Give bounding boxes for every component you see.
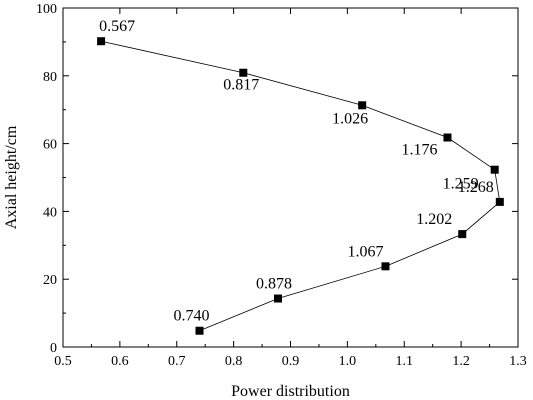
data-point	[458, 230, 467, 239]
data-point	[97, 37, 106, 46]
ticks: 0.5 0.6 0.7 0.8 0.9 1.0 1.1 1.2 1.3 0 20 40 60 80 100	[36, 2, 527, 369]
x-tick-label: 0.6	[111, 354, 129, 369]
x-tick-label: 0.9	[282, 354, 300, 369]
x-tick-label: 1.0	[339, 354, 357, 369]
x-axis-title: Power distribution	[231, 383, 350, 400]
data-label: 1.026	[332, 110, 368, 127]
data-point	[495, 197, 504, 206]
y-tick-label: 0	[50, 341, 57, 356]
y-tick-label: 60	[43, 138, 57, 153]
data-label: 1.176	[401, 141, 437, 158]
data-label: 1.268	[458, 179, 494, 196]
data-label: 0.567	[99, 18, 135, 35]
data-point	[490, 165, 499, 174]
data-label: 1.259	[443, 176, 479, 193]
y-tick-label: 80	[43, 70, 57, 85]
x-tick-label: 0.8	[225, 354, 243, 369]
data-point	[381, 262, 390, 271]
series-line	[101, 40, 501, 332]
x-tick-label: 1.3	[509, 354, 527, 369]
x-tick-label: 0.5	[54, 354, 72, 369]
data-label: 1.202	[416, 211, 452, 228]
x-tick-label: 0.7	[168, 354, 186, 369]
data-point	[273, 294, 282, 303]
data-label: 1.067	[347, 243, 383, 260]
y-tick-label: 20	[43, 273, 57, 288]
data-point	[239, 68, 248, 77]
series	[97, 37, 504, 335]
y-axis-title: Axial height/cm	[3, 125, 20, 229]
data-label: 0.817	[223, 77, 259, 94]
data-point	[358, 101, 367, 110]
data-label: 0.878	[256, 276, 292, 293]
x-tick-label: 1.2	[452, 354, 470, 369]
y-tick-label: 100	[36, 2, 57, 17]
y-tick-label: 40	[43, 205, 57, 220]
data-point	[195, 326, 204, 335]
data-point	[443, 133, 452, 142]
data-label: 0.740	[174, 308, 210, 325]
x-tick-label: 1.1	[396, 354, 414, 369]
